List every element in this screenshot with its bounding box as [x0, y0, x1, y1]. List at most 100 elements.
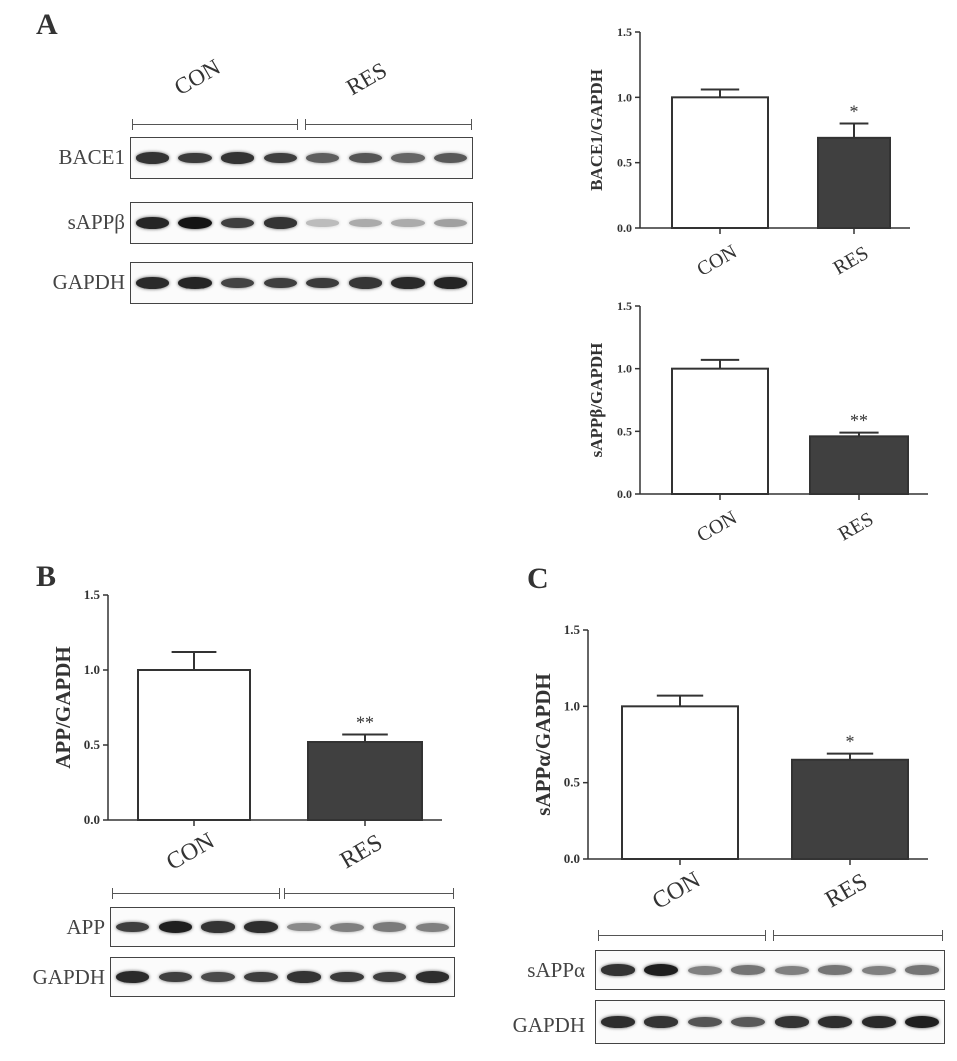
y-tick-label: 0.5 [617, 424, 632, 438]
x-tick-label: RES [336, 830, 387, 875]
significance-marker: ** [356, 713, 374, 733]
y-tick-label: 1.5 [617, 299, 632, 313]
blot-band [731, 965, 766, 975]
y-axis-label: sAPPβ/GAPDH [587, 343, 606, 458]
blot-band [391, 219, 425, 227]
blot-band [115, 921, 150, 933]
y-tick-label: 0.5 [617, 156, 632, 170]
blot-band [135, 152, 169, 164]
blot-band [220, 277, 255, 289]
blot-band [372, 922, 407, 932]
y-tick-label: 0.5 [564, 775, 581, 790]
res-bracket [305, 119, 472, 130]
blot-band [415, 922, 450, 932]
blot-label-sappbeta: sAPPβ [67, 210, 125, 234]
blot-band [178, 217, 212, 229]
blot-label-gapdh-b: GAPDH [32, 965, 105, 989]
blot-band [306, 277, 340, 289]
blot-band [220, 217, 255, 229]
y-axis-label: APP/GAPDH [51, 646, 75, 768]
x-tick-label: CON [693, 241, 741, 281]
blot-bace1 [130, 137, 473, 179]
bar-res [791, 758, 909, 860]
blot-sappalpha [595, 950, 945, 990]
y-tick-label: 0.0 [617, 487, 632, 501]
blot-sappbeta [130, 202, 473, 244]
x-tick-label: CON [693, 507, 741, 547]
blot-band [861, 1016, 896, 1028]
blot-band [818, 965, 853, 975]
con-bracket-c [598, 930, 766, 941]
panel-label-a: A [36, 8, 58, 41]
blot-band [687, 965, 722, 975]
blot-band [348, 152, 383, 164]
res-bracket-c [773, 930, 943, 941]
x-tick-label: RES [821, 869, 872, 914]
bar-con [671, 96, 769, 230]
blot-band [687, 1016, 722, 1028]
con-bracket [132, 119, 298, 130]
blot-band [201, 921, 235, 933]
blot-band [774, 965, 809, 975]
bar-con [137, 669, 251, 821]
blot-band [330, 971, 364, 983]
x-tick-label: RES [835, 508, 878, 545]
y-axis-label: BACE1/GAPDH [587, 69, 606, 191]
blot-band [372, 971, 407, 983]
blot-band [263, 277, 297, 289]
chart-bace1: 0.0 0.5 1.0 1.5 BACE1/GAPDH CON * RES [587, 25, 910, 281]
panel-label-b: B [36, 560, 57, 593]
blot-band [244, 921, 278, 933]
blot-band [201, 971, 235, 983]
blot-band [158, 921, 193, 933]
blot-band [415, 971, 450, 983]
x-tick-label: CON [162, 828, 219, 876]
blot-band [287, 922, 321, 932]
blot-label-gapdh-a: GAPDH [52, 270, 125, 294]
y-tick-label: 1.0 [84, 662, 100, 677]
significance-marker: * [846, 732, 855, 752]
blot-band [391, 153, 425, 163]
blot-band [220, 152, 255, 164]
y-tick-label: 1.0 [564, 698, 580, 713]
blot-band [391, 277, 425, 289]
blot-gapdh-a [130, 262, 473, 304]
blot-band [287, 971, 321, 983]
y-tick-label: 0.0 [617, 221, 632, 235]
blot-band [644, 964, 679, 976]
blot-gapdh-c [595, 1000, 945, 1044]
blot-band [306, 153, 340, 163]
blot-app [110, 907, 455, 947]
blot-gapdh-b [110, 957, 455, 997]
blot-label-app: APP [66, 915, 105, 939]
blot-band [263, 217, 297, 229]
blot-band [115, 971, 150, 983]
y-axis-label: sAPPα/GAPDH [531, 673, 555, 815]
y-tick-label: 1.5 [564, 622, 581, 637]
y-tick-label: 0.0 [564, 851, 580, 866]
blot-band [158, 971, 193, 983]
chart-sappalpha: 0.0 0.5 1.0 1.5 sAPPα/GAPDH CON * RES [531, 622, 928, 915]
y-tick-label: 0.5 [84, 737, 101, 752]
x-tick-label: CON [648, 867, 705, 915]
blot-band [135, 217, 169, 229]
blot-band [330, 922, 364, 932]
blot-band [306, 219, 340, 227]
y-tick-label: 1.0 [617, 90, 632, 104]
chart-app: 0.0 0.5 1.0 1.5 APP/GAPDH CON ** RES [51, 587, 442, 876]
blot-band [861, 965, 896, 975]
blot-band [244, 971, 278, 983]
blot-band [348, 219, 383, 227]
blot-band [600, 964, 635, 976]
blot-band [774, 1016, 809, 1028]
bar-con [671, 367, 769, 495]
blot-band [905, 1016, 940, 1028]
y-tick-label: 1.5 [617, 25, 632, 39]
blot-band [178, 277, 212, 289]
significance-marker: * [850, 101, 859, 121]
blot-band [434, 277, 468, 289]
res-bracket-b [284, 888, 454, 899]
blot-band [434, 218, 468, 228]
y-tick-label: 0.0 [84, 812, 100, 827]
blot-band [178, 152, 212, 164]
